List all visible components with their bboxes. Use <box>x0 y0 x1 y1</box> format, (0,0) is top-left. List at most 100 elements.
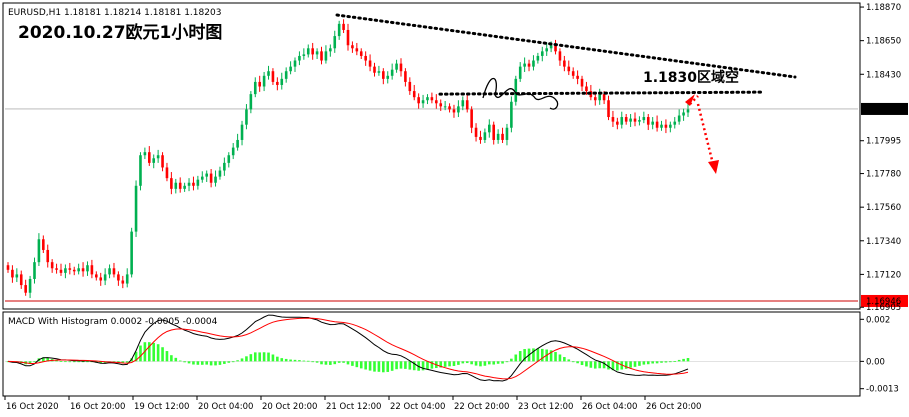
candle-body <box>558 51 562 61</box>
candle-body <box>214 176 217 183</box>
macd-histogram-bar <box>412 361 416 371</box>
candle-body <box>72 269 76 272</box>
candle-body <box>139 155 142 186</box>
macd-histogram-bar <box>540 348 544 362</box>
time-axis: 16 Oct 2020 16 Oct 20:00 19 Oct 12:00 20 Oc… <box>4 396 701 412</box>
candle-body <box>483 132 487 140</box>
candle-body <box>103 274 107 281</box>
candle-body <box>359 51 363 56</box>
macd-histogram-bar <box>483 361 487 366</box>
macd-histogram-bar <box>563 357 566 362</box>
time-tick-label: 16 Oct 20:00 <box>70 402 125 412</box>
candle-body <box>492 124 496 140</box>
macd-histogram-bar <box>479 361 482 367</box>
macd-histogram-bar <box>306 360 310 362</box>
candle-body <box>669 124 672 128</box>
macd-histogram-bar <box>518 351 522 362</box>
macd-histogram-bar <box>368 361 372 371</box>
macd-histogram-bar <box>558 354 562 362</box>
candle-body <box>373 66 376 73</box>
candle-body <box>660 124 663 128</box>
macd-histogram-bar <box>223 361 226 364</box>
price-tick-label: 1.16905 <box>866 303 901 313</box>
candle-body <box>315 51 319 55</box>
macd-tick-label: 0.00 <box>866 357 885 367</box>
macd-histogram-bar <box>165 351 169 362</box>
macd-histogram-bar <box>439 361 443 368</box>
candle-body <box>90 265 94 275</box>
time-tick-label: 20 Oct 20:00 <box>262 402 317 412</box>
candle-body <box>527 63 531 67</box>
macd-histogram-bar <box>77 361 80 363</box>
macd-histogram-bar <box>465 361 469 364</box>
macd-histogram-bar <box>386 361 390 372</box>
price-tick-label: 1.17560 <box>866 203 901 213</box>
macd-histogram-bar <box>492 361 496 365</box>
candle-body <box>346 29 350 46</box>
macd-histogram-bar <box>28 361 32 364</box>
macd-histogram-bar <box>333 361 337 365</box>
candle-body <box>329 48 332 52</box>
macd-histogram-bar <box>46 357 50 362</box>
candle-body <box>324 51 328 61</box>
candle-body <box>496 133 500 140</box>
macd-histogram-bar <box>99 361 103 364</box>
macd-histogram-bar <box>571 361 575 363</box>
macd-histogram-bar <box>607 361 610 370</box>
macd-histogram-bar <box>249 354 253 362</box>
macd-histogram-bar <box>364 361 367 370</box>
candle-body <box>523 63 526 67</box>
macd-histogram-bar <box>430 361 434 369</box>
candle-body <box>607 100 610 118</box>
macd-histogram-bar <box>351 361 354 366</box>
candle-body <box>130 231 133 275</box>
candle-body <box>540 51 544 56</box>
candle-body <box>170 178 173 189</box>
candle-body <box>271 71 275 82</box>
candle-body <box>664 124 668 128</box>
macd-panel-border <box>2 311 861 397</box>
candle-body <box>443 106 447 108</box>
candle-body <box>510 101 513 128</box>
macd-histogram-bar <box>293 359 297 362</box>
macd-histogram-bar <box>205 361 209 365</box>
candle-body <box>95 274 98 278</box>
candle-body <box>298 55 301 61</box>
candle-body <box>633 118 637 122</box>
price-tick-label: 1.18870 <box>866 3 901 13</box>
candle-body <box>368 60 372 67</box>
macd-histogram-bar <box>554 352 557 362</box>
candle-body <box>117 274 120 281</box>
candle-body <box>342 23 345 30</box>
macd-histogram-bar <box>404 361 407 369</box>
candle-body <box>50 262 54 269</box>
macd-histogram-bar <box>284 358 288 362</box>
candle-body <box>435 100 438 104</box>
support-price-tag <box>861 294 908 307</box>
candle-body <box>390 69 394 76</box>
macd-histogram-bar <box>682 358 685 362</box>
candle-body <box>183 185 186 189</box>
candle-body <box>28 278 32 293</box>
macd-histogram-bar <box>589 361 593 368</box>
macd-histogram-bar <box>125 361 129 363</box>
candle-body <box>227 155 231 163</box>
macd-histogram-bar <box>602 361 606 369</box>
candle-body <box>81 268 85 272</box>
candle-body <box>267 71 270 76</box>
macd-histogram-bar <box>280 358 284 362</box>
annotation-label: 1.1830区域空 <box>643 69 739 86</box>
candle-body <box>439 103 443 107</box>
time-tick-label: 21 Oct 12:00 <box>326 402 381 412</box>
macd-histogram-bar <box>461 361 465 364</box>
chart-title: 2020.10.27欧元1小时图 <box>18 22 222 43</box>
candle-body <box>563 60 566 67</box>
arrow-head-up <box>685 94 695 106</box>
candle-body <box>187 182 191 186</box>
candle-body <box>192 182 195 186</box>
candle-body <box>333 36 337 49</box>
macd-histogram-bar <box>377 361 381 372</box>
macd-histogram-bar <box>196 361 200 365</box>
candle-body <box>412 91 416 98</box>
macd-histogram-bar <box>147 342 151 362</box>
